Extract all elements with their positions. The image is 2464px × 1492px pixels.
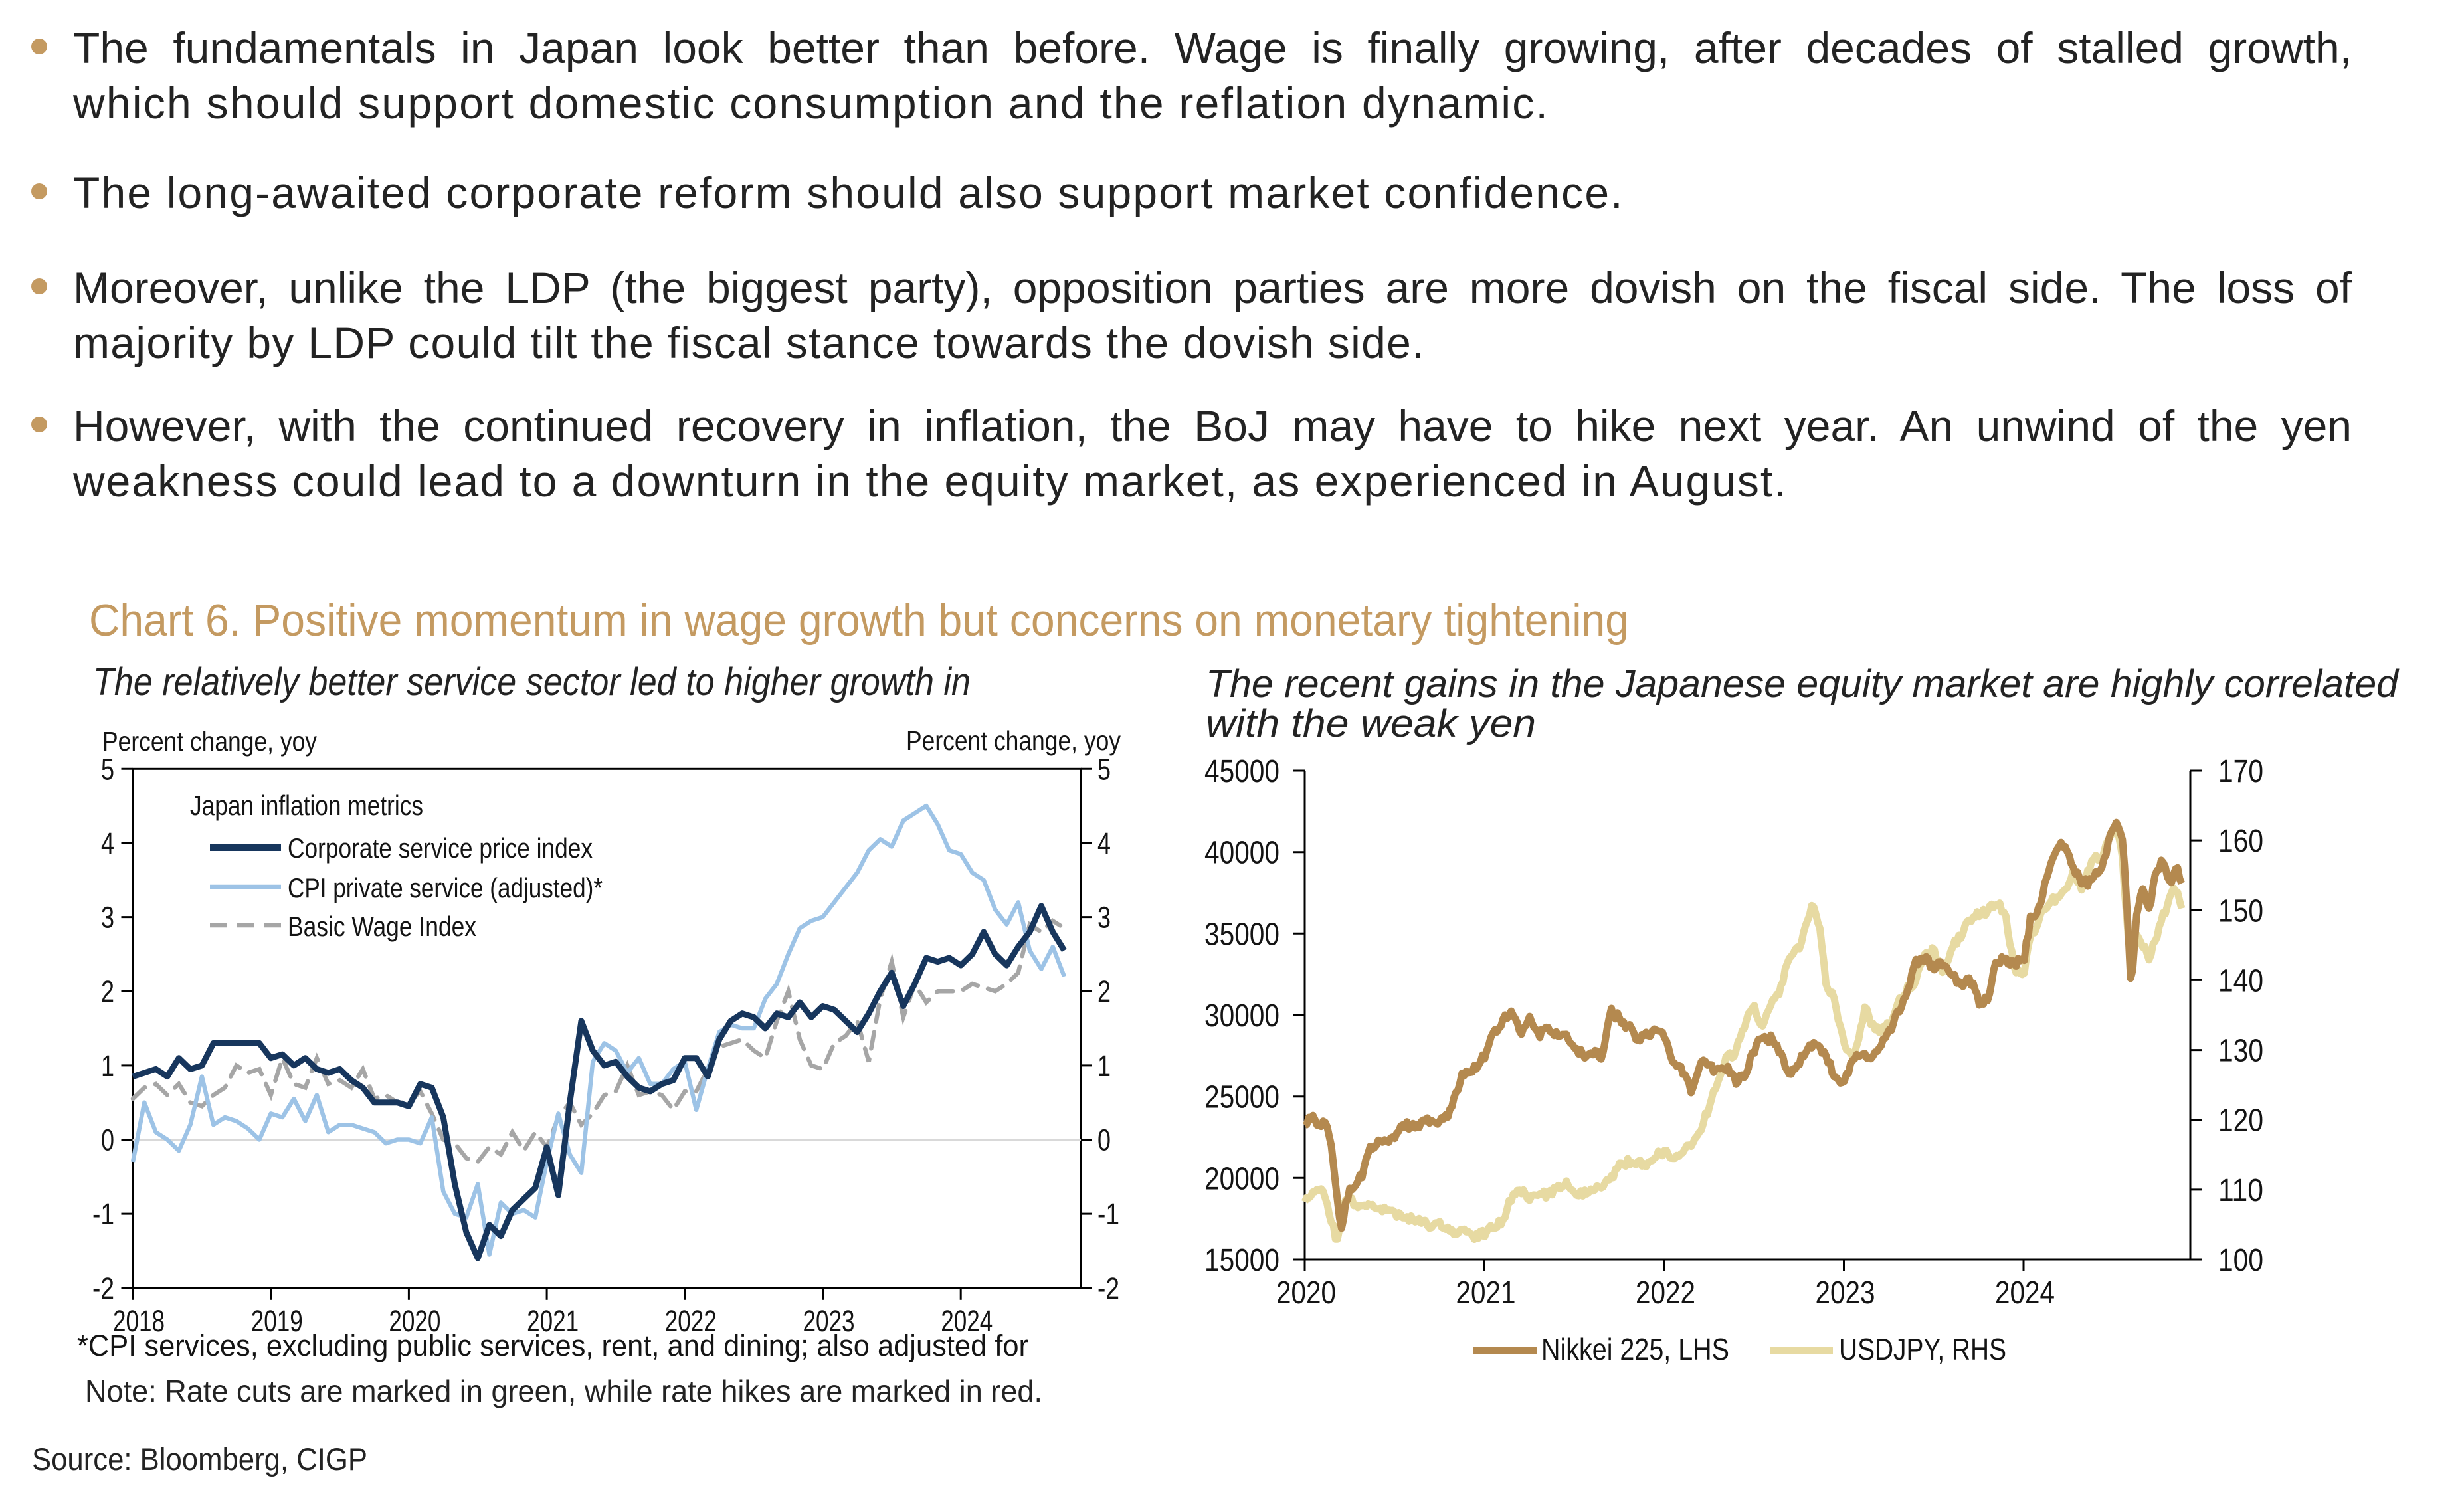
svg-text:160: 160 (2218, 824, 2263, 859)
svg-text:1: 1 (101, 1049, 114, 1083)
svg-text:The relatively better service: The relatively better service sector led… (93, 660, 971, 703)
svg-text:-2: -2 (92, 1271, 114, 1305)
svg-text:110: 110 (2218, 1173, 2263, 1208)
svg-text:1: 1 (1097, 1049, 1111, 1083)
svg-text:Note: Rate cuts are marked in: Note: Rate cuts are marked in green, whi… (85, 1374, 1042, 1408)
svg-text:2023: 2023 (1816, 1275, 1875, 1311)
svg-text:Percent change, yoy: Percent change, yoy (102, 726, 317, 757)
svg-text:-1: -1 (1097, 1197, 1119, 1231)
svg-text:4: 4 (1097, 826, 1111, 860)
svg-text:3: 3 (101, 901, 114, 935)
svg-text:2024: 2024 (941, 1304, 993, 1338)
svg-text:5: 5 (101, 752, 114, 786)
svg-text:2: 2 (1097, 975, 1111, 1008)
svg-text:25000: 25000 (1204, 1080, 1279, 1115)
svg-text:2018: 2018 (113, 1304, 165, 1338)
svg-text:35000: 35000 (1204, 917, 1279, 952)
svg-text:-1: -1 (92, 1197, 114, 1231)
svg-text:2024: 2024 (1995, 1275, 2055, 1311)
svg-text:45000: 45000 (1204, 754, 1279, 789)
svg-text:2023: 2023 (803, 1304, 855, 1338)
svg-text:with the weak yen: with the weak yen (1206, 702, 1536, 745)
svg-text:2020: 2020 (389, 1304, 440, 1338)
svg-text:0: 0 (1097, 1123, 1111, 1157)
svg-text:2022: 2022 (1636, 1275, 1695, 1311)
svg-text:Nikkei 225, LHS: Nikkei 225, LHS (1541, 1332, 1729, 1366)
svg-text:Basic Wage Index: Basic Wage Index (288, 911, 476, 942)
svg-text:20000: 20000 (1204, 1161, 1279, 1196)
svg-text:2020: 2020 (1276, 1275, 1336, 1311)
svg-text:30000: 30000 (1204, 998, 1279, 1034)
svg-text:Chart 6. Positive momentum in: Chart 6. Positive momentum in wage growt… (89, 595, 1629, 646)
svg-text:4: 4 (101, 826, 114, 860)
svg-text:170: 170 (2218, 754, 2263, 789)
svg-text:100: 100 (2218, 1243, 2263, 1278)
svg-text:2021: 2021 (527, 1304, 579, 1338)
svg-text:5: 5 (1097, 752, 1111, 786)
svg-text:40000: 40000 (1204, 836, 1279, 871)
svg-text:USDJPY, RHS: USDJPY, RHS (1839, 1332, 2006, 1366)
svg-text:Corporate service price index: Corporate service price index (288, 832, 593, 864)
svg-text:-2: -2 (1097, 1271, 1119, 1305)
svg-text:130: 130 (2218, 1034, 2263, 1069)
svg-text:2022: 2022 (665, 1304, 717, 1338)
svg-text:Source: Bloomberg, CIGP: Source: Bloomberg, CIGP (32, 1442, 367, 1477)
svg-text:120: 120 (2218, 1103, 2263, 1139)
svg-text:Percent change, yoy: Percent change, yoy (906, 725, 1121, 756)
svg-text:2021: 2021 (1456, 1275, 1516, 1311)
svg-text:Japan inflation metrics: Japan inflation metrics (190, 790, 423, 821)
svg-text:140: 140 (2218, 963, 2263, 998)
svg-text:15000: 15000 (1204, 1243, 1279, 1278)
svg-text:150: 150 (2218, 893, 2263, 929)
svg-text:3: 3 (1097, 901, 1111, 935)
svg-text:The recent gains in the Japane: The recent gains in the Japanese equity … (1206, 662, 2400, 705)
svg-text:2: 2 (101, 975, 114, 1008)
svg-text:0: 0 (101, 1123, 114, 1157)
svg-text:*CPI services, excluding publi: *CPI services, excluding public services… (77, 1329, 1028, 1362)
svg-text:2019: 2019 (251, 1304, 303, 1338)
svg-text:CPI private service (adjusted): CPI private service (adjusted)* (288, 872, 603, 903)
